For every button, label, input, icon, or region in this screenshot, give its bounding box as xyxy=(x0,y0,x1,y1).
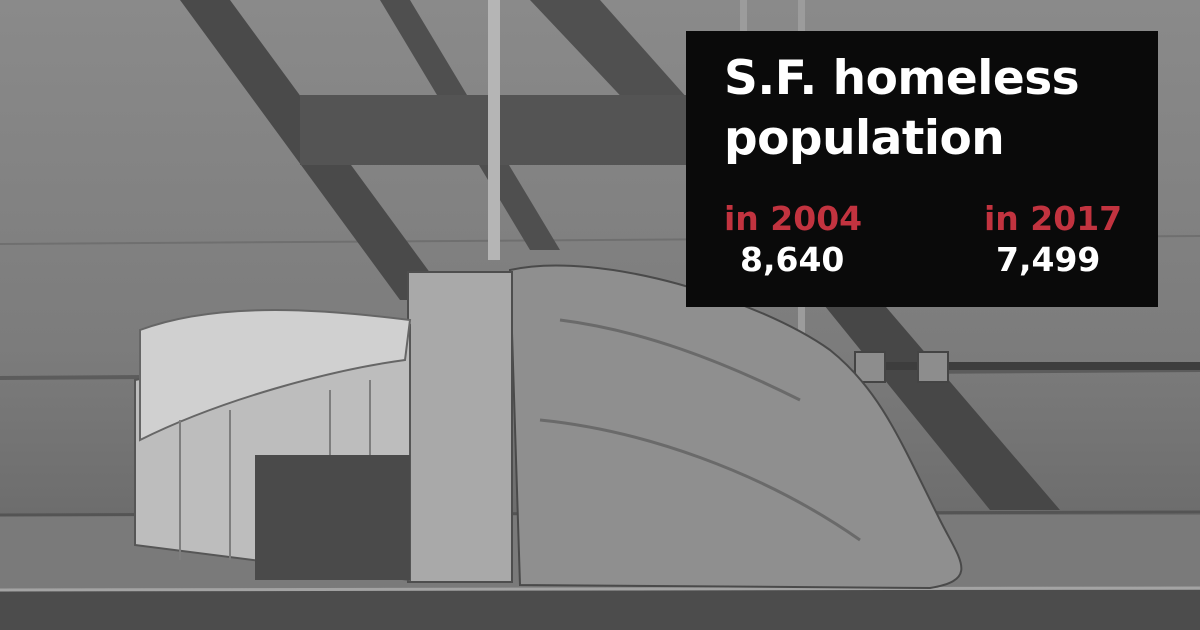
stat-value: 7,499 xyxy=(996,240,1101,279)
stat-title-line-2: population xyxy=(724,111,1005,166)
stat-year-label: in 2004 xyxy=(724,199,863,238)
stat-row: in 2004 8,640 in 2017 7,499 xyxy=(686,199,1158,299)
stat-2017: in 2017 7,499 xyxy=(984,199,1122,281)
stat-title-line-1: S.F. homeless xyxy=(724,51,1080,106)
stat-value: 8,640 xyxy=(740,240,845,279)
stat-panel: S.F. homeless population in 2004 8,640 i… xyxy=(686,31,1158,307)
stat-year-label: in 2017 xyxy=(984,199,1123,238)
stat-2004: in 2004 8,640 xyxy=(724,199,862,281)
